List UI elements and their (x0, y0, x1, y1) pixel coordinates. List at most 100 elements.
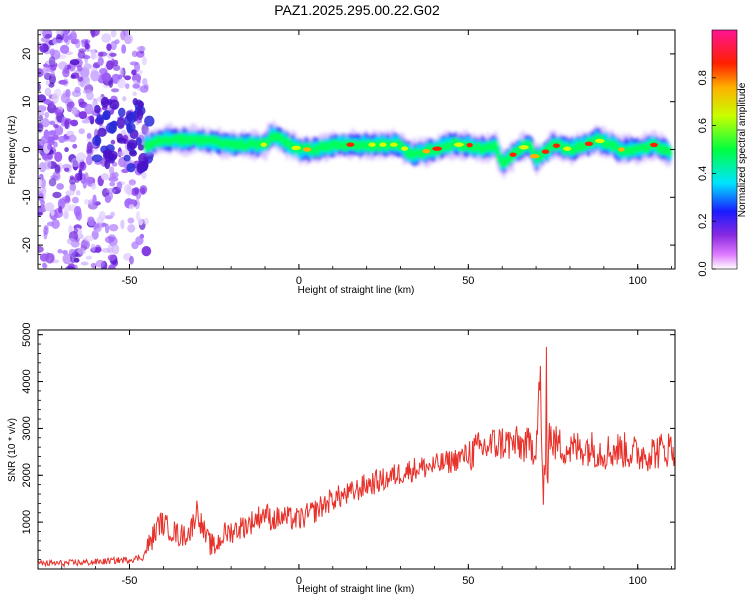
colorbar-ticks: 0.0 0.2 0.4 0.6 0.8 (697, 70, 716, 277)
x-tick-label: 100 (629, 275, 647, 287)
noise-speckle (101, 173, 109, 181)
snr-x-ticks: -50 0 50 100 (61, 330, 673, 587)
noise-speckle (120, 219, 125, 230)
noise-speckle (38, 211, 44, 216)
noise-speckle (62, 163, 72, 170)
noise-speckle (85, 91, 94, 101)
noise-speckle (59, 44, 70, 54)
snr-y-ticks: 1000 2000 3000 4000 5000 (21, 322, 675, 561)
noise-speckle (38, 82, 41, 92)
noise-speckle (104, 159, 111, 170)
ridge-peak (466, 142, 473, 148)
noise-speckle (73, 257, 80, 263)
x-tick-label: 50 (462, 275, 474, 287)
noise-speckle (57, 249, 63, 254)
noise-speckle (71, 106, 78, 115)
noise-speckle (132, 83, 140, 89)
noise-speckle (62, 249, 68, 255)
y-tick-label: 1000 (21, 510, 33, 534)
ridge-peak (422, 148, 431, 154)
noise-speckle (94, 223, 100, 229)
noise-speckle (117, 78, 126, 89)
noise-speckle (135, 211, 141, 221)
ridge-peak (594, 138, 605, 144)
y-tick-label: 0 (21, 146, 33, 152)
noise-speckle (108, 236, 118, 247)
colorbar-tick-label: 0.0 (697, 261, 709, 276)
ridge-peak (518, 145, 529, 150)
noise-speckle (137, 218, 144, 226)
noise-speckle (38, 105, 47, 112)
colorbar-tick-label: 0.8 (697, 70, 709, 85)
noise-speckle (106, 187, 117, 194)
ridge-peak (389, 142, 398, 147)
noise-region (38, 30, 155, 269)
noise-speckle (38, 94, 47, 103)
ridge-cell (666, 146, 673, 158)
spectrogram-x-label: Height of straight line (km) (298, 285, 415, 296)
y-tick-label: 20 (21, 48, 33, 60)
noise-speckle (137, 100, 145, 109)
noise-speckle (101, 33, 112, 43)
x-tick-label: 100 (629, 575, 647, 587)
y-tick-label: 2000 (21, 463, 33, 487)
ridge-peak (509, 152, 517, 157)
noise-speckle (38, 111, 45, 116)
ridge-peak (552, 143, 560, 148)
noise-speckle (104, 195, 112, 204)
noise-speckle (53, 39, 64, 44)
noise-speckle (65, 266, 75, 269)
noise-speckle (132, 80, 138, 85)
noise-speckle (71, 196, 79, 204)
noise-speckle (38, 145, 43, 150)
y-tick-label: -10 (21, 189, 33, 205)
ridge-peak (302, 147, 312, 152)
noise-speckle (104, 223, 110, 234)
colorbar-gradient (711, 29, 738, 270)
noise-speckle (49, 120, 56, 126)
noise-speckle (90, 49, 96, 61)
noise-speckle (128, 204, 135, 210)
noise-speckle (78, 128, 85, 135)
noise-speckle (127, 111, 137, 124)
snr-series-line (38, 346, 675, 569)
noise-speckle (58, 135, 66, 143)
spectral-ridge (143, 119, 673, 180)
spectrogram-x-ticks: -50 0 50 100 (61, 30, 673, 287)
ridge-peak (650, 142, 658, 148)
noise-speckle (129, 61, 139, 66)
noise-speckle (106, 60, 114, 71)
noise-speckle (79, 67, 90, 78)
noise-speckle (90, 30, 100, 37)
noise-speckle (84, 103, 94, 115)
noise-speckle (136, 108, 144, 121)
noise-speckle (46, 221, 55, 227)
noise-speckle (144, 115, 155, 127)
noise-speckle (109, 52, 117, 57)
x-tick-label: 0 (296, 575, 302, 587)
noise-speckle (63, 211, 69, 220)
noise-speckle (51, 219, 60, 229)
noise-speckle (123, 154, 131, 162)
noise-speckle (53, 123, 59, 128)
noise-speckle (136, 46, 146, 52)
noise-speckle (110, 40, 117, 51)
noise-speckle (84, 42, 90, 50)
noise-speckle (92, 135, 102, 147)
noise-speckle (76, 152, 86, 163)
noise-speckle (121, 44, 127, 54)
noise-speckle (137, 144, 145, 151)
noise-speckle (139, 185, 148, 194)
noise-speckle (109, 181, 116, 187)
spectrogram-y-label: Frequency (Hz) (7, 116, 18, 185)
noise-speckle (52, 141, 58, 148)
noise-speckle (91, 182, 97, 190)
noise-speckle (111, 120, 117, 129)
noise-speckle (68, 134, 77, 143)
noise-speckle (70, 119, 79, 127)
noise-speckle (110, 88, 120, 93)
noise-speckle (84, 199, 90, 205)
noise-speckle (49, 101, 55, 109)
noise-speckle (86, 132, 92, 139)
noise-speckle (110, 211, 115, 217)
